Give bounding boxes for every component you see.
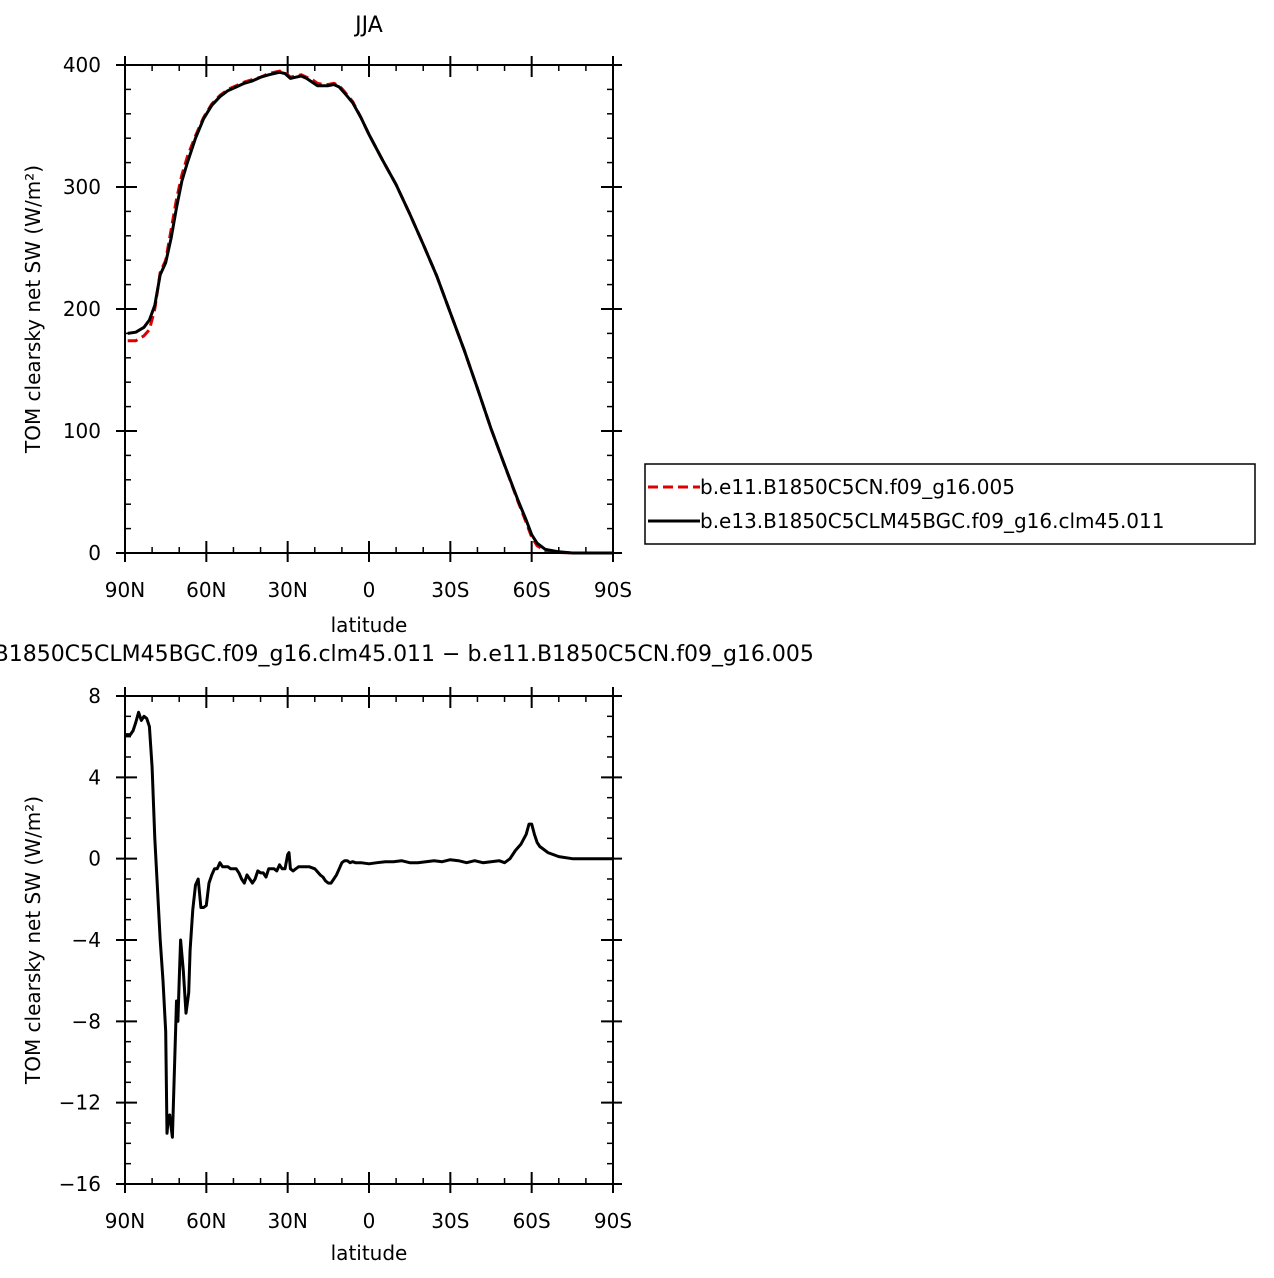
top-plot-frame	[124, 64, 614, 554]
x-tick-label: 60S	[513, 578, 551, 602]
y-tick-label: 200	[63, 297, 101, 321]
top-plot-title: JJA	[353, 13, 383, 38]
bottom-y-axis-title: TOM clearsky net SW (W/m²)	[21, 796, 45, 1085]
x-tick-label: 60N	[186, 1209, 226, 1233]
x-tick-label: 60S	[513, 1209, 551, 1233]
top-series-line-1	[127, 69, 613, 555]
legend-label-series-2: b.e13.B1850C5CLM45BGC.f09_g16.clm45.011	[700, 509, 1164, 533]
y-tick-label: 4	[88, 765, 101, 789]
top-series-line-2	[127, 70, 613, 555]
x-tick-label: 0	[363, 1209, 376, 1233]
x-tick-label: 60N	[186, 578, 226, 602]
legend-label-series-1: b.e11.B1850C5CN.f09_g16.005	[700, 475, 1015, 499]
top-panel: JJA 90N 60N 30N 0 30S 60S 90S 0 100 200 300 400 lat…	[21, 13, 632, 637]
y-tick-label: 0	[88, 847, 101, 871]
y-tick-label: −16	[59, 1172, 101, 1196]
x-tick-label: 30N	[267, 1209, 307, 1233]
bottom-plot-title: b.e13.B1850C5CLM45BGC.f09_g16.clm45.011 …	[0, 642, 814, 667]
y-tick-label: 8	[88, 684, 101, 708]
y-tick-label: 0	[88, 541, 101, 565]
top-y-axis-title: TOM clearsky net SW (W/m²)	[21, 165, 45, 454]
x-tick-label: 30S	[431, 578, 469, 602]
top-axis-ticks: 90N 60N 30N 0 30S 60S 90S 0 100 200 300 400	[63, 53, 632, 602]
x-tick-label: 90S	[594, 1209, 632, 1233]
y-tick-label: 400	[63, 53, 101, 77]
y-tick-label: 300	[63, 175, 101, 199]
y-tick-label: −8	[72, 1009, 101, 1033]
x-tick-label: 30N	[267, 578, 307, 602]
y-tick-label: −12	[59, 1091, 101, 1115]
top-x-axis-title: latitude	[331, 613, 408, 637]
x-tick-label: 90N	[105, 578, 145, 602]
x-tick-label: 0	[363, 578, 376, 602]
bottom-plot-frame	[124, 695, 614, 1185]
bottom-x-axis-title: latitude	[331, 1241, 408, 1265]
bottom-series-group	[125, 710, 613, 1139]
bottom-series-line-1	[125, 710, 613, 1139]
bottom-panel: b.e13.B1850C5CLM45BGC.f09_g16.clm45.011 …	[0, 642, 814, 1265]
x-tick-label: 90N	[105, 1209, 145, 1233]
x-tick-label: 90S	[594, 578, 632, 602]
legend-box	[644, 463, 1256, 545]
legend: b.e11.B1850C5CN.f09_g16.005 b.e13.B1850C…	[644, 463, 1256, 545]
y-tick-label: 100	[63, 419, 101, 443]
x-tick-label: 30S	[431, 1209, 469, 1233]
top-series-group	[127, 69, 613, 555]
y-tick-label: −4	[72, 928, 101, 952]
